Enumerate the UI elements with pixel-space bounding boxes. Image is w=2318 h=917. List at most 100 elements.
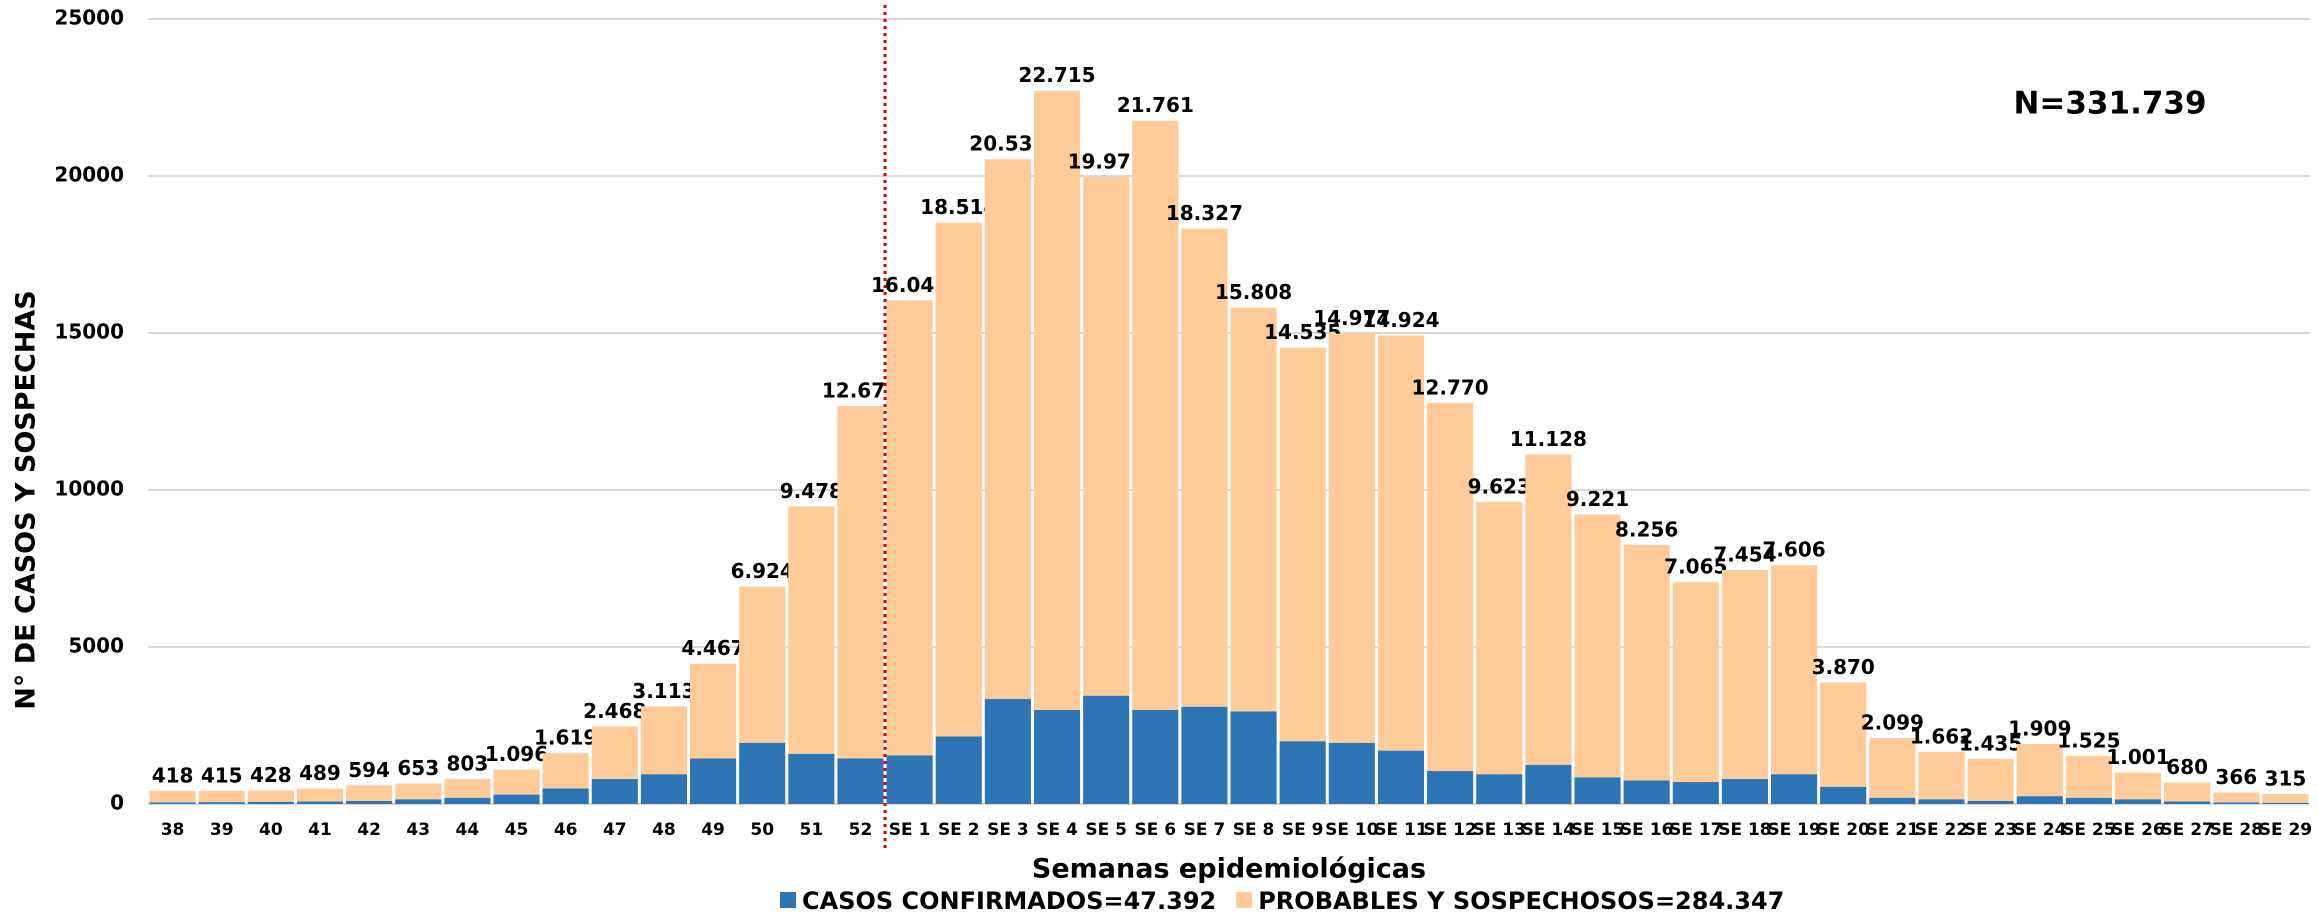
value-label: 1.001 [2106, 745, 2169, 769]
value-label: 2.468 [583, 699, 646, 723]
bar-segment [346, 785, 393, 801]
value-label: 366 [2215, 765, 2257, 789]
bar-segment [1918, 799, 1965, 804]
bar-segment [1377, 335, 1425, 751]
bar-segment [542, 753, 589, 789]
bar-segment [1967, 758, 2014, 801]
x-tick-label: SE 8 [1233, 820, 1275, 840]
bar-segment [1033, 90, 1081, 710]
bar-segment [1328, 742, 1375, 804]
x-tick-label: SE 4 [1036, 820, 1078, 840]
bar-segment [837, 758, 884, 804]
value-label: 14.535 [1264, 320, 1341, 344]
value-label: 12.770 [1412, 376, 1489, 400]
bar-segment [640, 774, 687, 804]
bar-segment [395, 783, 442, 800]
bar-segment [837, 405, 884, 759]
value-label: 315 [2265, 767, 2307, 791]
x-tick-label: 40 [259, 820, 283, 840]
value-label: 7.606 [1762, 538, 1825, 562]
bar-segment [198, 790, 245, 803]
value-label: 9.221 [1566, 487, 1629, 511]
bar-segment [1230, 307, 1277, 712]
value-label: 20.535 [969, 132, 1046, 156]
bar-segment [2016, 796, 2063, 804]
bar-segment [2065, 797, 2112, 804]
x-tick-label: SE 1 [889, 820, 931, 840]
bar-segment [198, 802, 245, 804]
value-label: 6.924 [731, 559, 794, 583]
x-axis-title: Semanas epidemiológicas [1032, 854, 1426, 885]
legend-label: CASOS CONFIRMADOS=47.392 [802, 887, 1216, 915]
bar-segment [886, 300, 933, 756]
bar-segment [984, 159, 1031, 699]
value-label: 9.623 [1468, 474, 1531, 498]
bar-segment [1918, 751, 1965, 800]
x-tick-label: SE 6 [1134, 820, 1176, 840]
x-tick-label: SE 19 [1767, 820, 1820, 840]
bar-segment [935, 736, 982, 804]
bar-segment [2262, 794, 2309, 803]
x-tick-label: SE 2 [938, 820, 980, 840]
bar-segment [1279, 347, 1326, 742]
bar-segment [591, 726, 638, 779]
bar-segment [395, 799, 442, 804]
y-tick-label: 15000 [54, 320, 124, 344]
y-tick-label: 20000 [54, 163, 124, 187]
x-tick-label: SE 17 [1669, 820, 1722, 840]
value-label: 3.870 [1812, 655, 1875, 679]
value-label: 11.128 [1510, 427, 1587, 451]
bar-segment [346, 800, 393, 804]
x-tick-label: 46 [554, 820, 578, 840]
bar-segment [788, 753, 835, 804]
legend-swatch [1236, 892, 1253, 908]
bar-segment [1033, 709, 1081, 804]
value-label: 1.909 [2008, 717, 2071, 741]
value-label: 19.975 [1068, 149, 1145, 173]
x-tick-label: SE 24 [2013, 820, 2067, 840]
bar-segment [1525, 764, 1572, 804]
value-label: 1.435 [1959, 731, 2022, 755]
x-tick-label: SE 26 [2111, 820, 2164, 840]
bar-segment [886, 755, 933, 804]
value-label: 1.619 [534, 726, 597, 750]
value-label: 8.256 [1615, 517, 1678, 541]
value-label: 22.715 [1018, 63, 1095, 87]
y-tick-label: 0 [110, 791, 124, 815]
x-tick-label: SE 29 [2259, 820, 2312, 840]
x-tick-label: SE 25 [2062, 820, 2115, 840]
bar-segment [739, 586, 786, 743]
value-label: 3.113 [632, 679, 695, 703]
y-tick-label: 25000 [54, 6, 124, 30]
value-label: 653 [397, 756, 439, 780]
bar-segment [984, 698, 1031, 804]
bar-segment [2016, 744, 2063, 797]
x-tick-label: 52 [849, 820, 873, 840]
bar-segment [739, 742, 786, 804]
value-label: 2.099 [1861, 711, 1924, 735]
x-tick-label: 51 [800, 820, 824, 840]
bar-segment [2213, 792, 2260, 803]
bar-segment [444, 778, 491, 798]
x-tick-label: 47 [603, 820, 627, 840]
bar-segment [296, 801, 344, 804]
value-label: 680 [2166, 755, 2208, 779]
x-tick-label: SE 7 [1184, 820, 1226, 840]
bar-segment [1181, 228, 1228, 707]
value-label: 1.096 [485, 742, 548, 766]
bar-segment [1476, 774, 1523, 804]
value-label: 489 [299, 761, 341, 785]
x-tick-label: SE 27 [2160, 820, 2213, 840]
x-tick-label: SE 28 [2210, 820, 2263, 840]
value-label: 1.525 [2057, 729, 2120, 753]
value-label: 15.808 [1215, 280, 1292, 304]
bar-segment [1328, 333, 1375, 743]
bar-segment [1574, 514, 1621, 778]
bar-segment [1525, 454, 1572, 765]
y-tick-label: 5000 [68, 634, 124, 658]
value-label: 18.514 [920, 195, 997, 219]
value-label: 21.761 [1117, 93, 1194, 117]
bar-segment [2213, 802, 2260, 804]
x-tick-label: SE 18 [1718, 820, 1771, 840]
